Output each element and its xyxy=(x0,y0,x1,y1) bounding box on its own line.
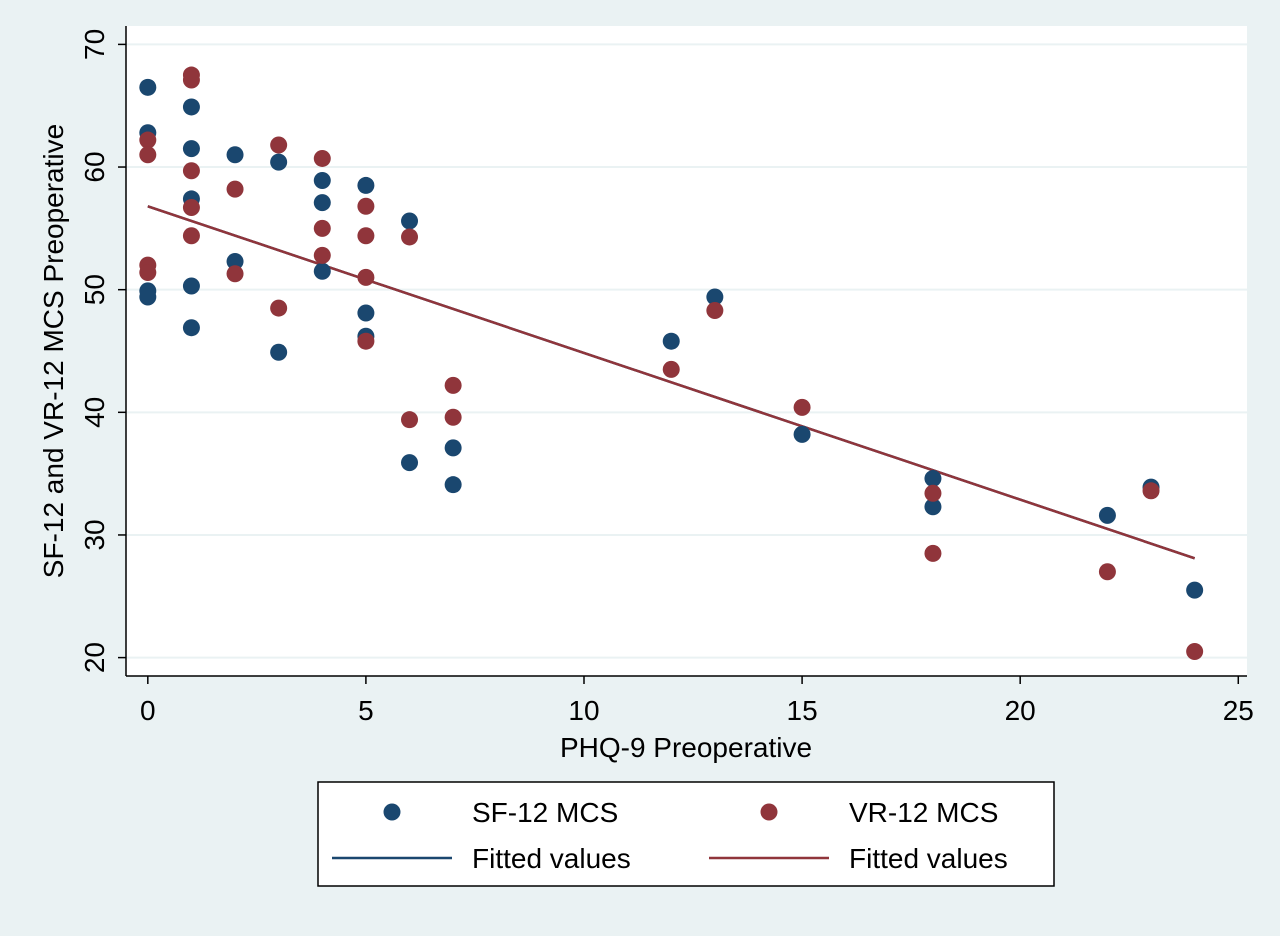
scatter-point xyxy=(182,199,200,217)
scatter-point xyxy=(139,288,157,306)
scatter-point xyxy=(226,252,244,270)
scatter-point xyxy=(139,264,157,282)
scatter-point xyxy=(1186,642,1204,660)
x-tick-label: 15 xyxy=(787,695,818,726)
series-layer xyxy=(139,66,1204,660)
legend-marker xyxy=(760,803,778,821)
scatter-point xyxy=(270,343,288,361)
scatter-point xyxy=(226,265,244,283)
y-tick-label: 40 xyxy=(79,397,110,428)
scatter-point xyxy=(401,228,419,246)
scatter-point xyxy=(401,454,419,472)
y-tick-label: 20 xyxy=(79,642,110,673)
axes xyxy=(125,26,1247,677)
y-tick-label: 60 xyxy=(79,151,110,182)
scatter-point xyxy=(662,360,680,378)
scatter-point xyxy=(444,408,462,426)
scatter-point xyxy=(139,146,157,164)
scatter-point xyxy=(924,498,942,516)
scatter-point xyxy=(313,262,331,280)
scatter-point xyxy=(357,227,375,245)
scatter-point xyxy=(313,194,331,212)
scatter-point xyxy=(139,131,157,149)
scatter-point xyxy=(662,332,680,350)
scatter-point xyxy=(357,176,375,194)
scatter-point xyxy=(1098,563,1116,581)
scatter-point xyxy=(270,136,288,154)
scatter-point xyxy=(182,162,200,180)
legend-label: SF-12 MCS xyxy=(472,797,618,828)
scatter-point xyxy=(182,227,200,245)
scatter-point xyxy=(924,544,942,562)
legend-items: SF-12 MCS VR-12 MCS Fitted values Fitted va… xyxy=(332,797,1008,874)
y-tick-label: 50 xyxy=(79,274,110,305)
legend: SF-12 MCS VR-12 MCS Fitted values Fitted va… xyxy=(317,781,1055,887)
scatter-point xyxy=(444,439,462,457)
scatter-point xyxy=(226,146,244,164)
scatter-point xyxy=(1098,506,1116,524)
scatter-point xyxy=(270,153,288,171)
scatter-point xyxy=(313,219,331,237)
scatter-point xyxy=(182,71,200,89)
y-tick-label: 30 xyxy=(79,519,110,550)
scatter-point xyxy=(182,277,200,295)
x-tick-label: 25 xyxy=(1223,695,1254,726)
scatter-point xyxy=(924,484,942,502)
scatter-point xyxy=(401,212,419,230)
legend-label: Fitted values xyxy=(849,843,1008,874)
scatter-point xyxy=(270,299,288,317)
scatter-point xyxy=(444,476,462,494)
scatter-point xyxy=(313,172,331,190)
x-tick-label: 20 xyxy=(1005,695,1036,726)
plot-area xyxy=(126,26,1247,676)
y-axis-label: SF-12 and VR-12 MCS Preoperative xyxy=(38,124,69,578)
scatter-point xyxy=(793,425,811,443)
scatter-point xyxy=(313,246,331,264)
legend-marker xyxy=(383,803,401,821)
x-tick-label: 5 xyxy=(358,695,374,726)
x-tick-label: 0 xyxy=(140,695,156,726)
legend-label: Fitted values xyxy=(472,843,631,874)
scatter-point xyxy=(1142,482,1160,500)
scatter-point xyxy=(357,268,375,286)
scatter-point xyxy=(357,197,375,215)
y-tick-label: 70 xyxy=(79,29,110,60)
scatter-point xyxy=(313,149,331,167)
axis-ticks: 20 30 40 50 60 70 0 5 10 15 20 25 xyxy=(79,29,1254,726)
scatter-point xyxy=(139,78,157,96)
scatter-point xyxy=(357,304,375,322)
scatter-point xyxy=(182,140,200,158)
scatter-point xyxy=(924,470,942,488)
scatter-point xyxy=(226,180,244,198)
scatter-point xyxy=(793,398,811,416)
legend-box xyxy=(317,781,1055,887)
x-axis-label: PHQ-9 Preoperative xyxy=(560,732,812,763)
x-tick-label: 10 xyxy=(568,695,599,726)
legend-label: VR-12 MCS xyxy=(849,797,998,828)
scatter-point xyxy=(357,332,375,350)
scatter-point xyxy=(401,411,419,429)
scatter-point xyxy=(182,98,200,116)
gridlines xyxy=(126,43,1247,659)
scatter-point xyxy=(182,319,200,337)
scatter-point xyxy=(706,288,724,306)
scatter-point xyxy=(1186,581,1204,599)
scatter-point xyxy=(444,376,462,394)
scatter-point xyxy=(706,302,724,320)
